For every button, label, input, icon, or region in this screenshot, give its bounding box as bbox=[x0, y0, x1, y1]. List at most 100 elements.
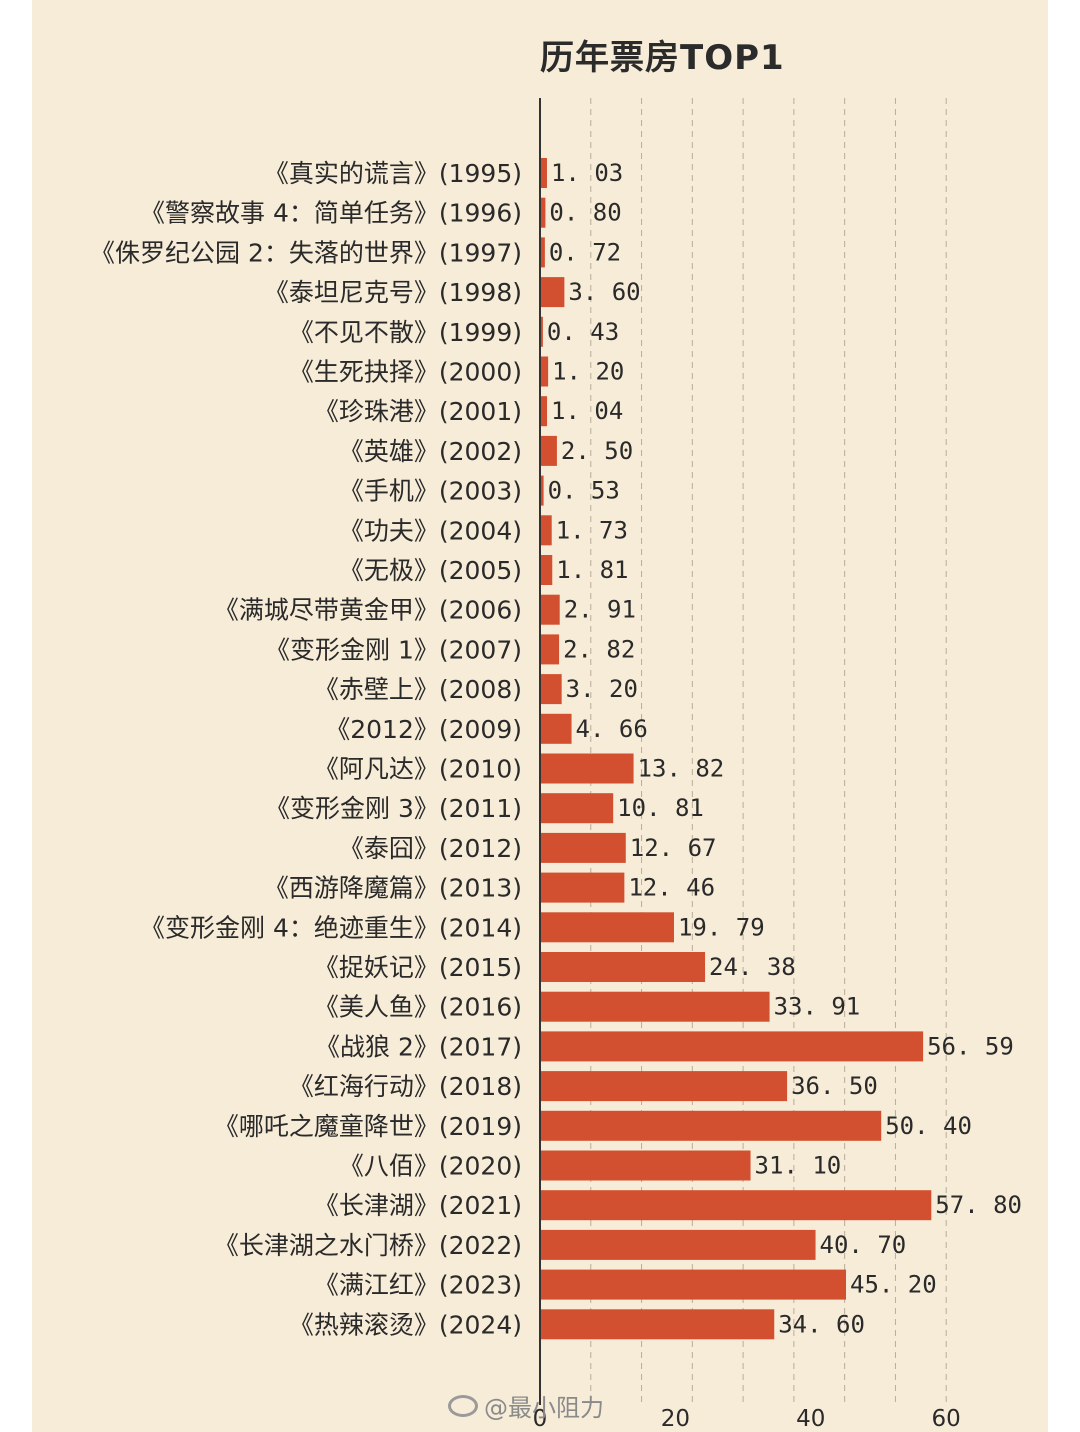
bar bbox=[540, 316, 543, 347]
value-label: 0. 53 bbox=[548, 477, 620, 505]
value-label: 19. 79 bbox=[678, 913, 765, 941]
value-label: 3. 60 bbox=[568, 278, 640, 306]
category-label: 《赤壁上》(2008) bbox=[314, 675, 522, 704]
category-label: 《哪吒之魔童降世》(2019) bbox=[214, 1112, 522, 1141]
category-labels: 《真实的谎言》(1995) 《警察故事 4：简单任务》(1996) 《侏罗纪公园 2… bbox=[90, 159, 522, 1339]
bar bbox=[540, 396, 548, 427]
value-label: 10. 81 bbox=[617, 794, 704, 822]
category-label: 《变形金刚 4：绝迹重生》(2014) bbox=[140, 913, 522, 942]
category-label: 《美人鱼》(2016) bbox=[314, 993, 522, 1022]
category-label: 《功夫》(2004) bbox=[339, 516, 522, 545]
bar bbox=[540, 1190, 932, 1221]
category-label: 《捉妖记》(2015) bbox=[314, 953, 522, 982]
category-label: 《阿凡达》(2010) bbox=[314, 755, 522, 784]
value-label: 4. 66 bbox=[576, 715, 648, 743]
watermark-text: @最小阻力 bbox=[484, 1394, 604, 1422]
value-label: 12. 67 bbox=[630, 834, 717, 862]
value-label: 56. 59 bbox=[927, 1032, 1014, 1060]
value-label: 2. 82 bbox=[563, 635, 635, 663]
bar bbox=[540, 872, 625, 903]
x-axis-ticks: 0 20 40 60 bbox=[533, 1406, 961, 1432]
x-tick-label: 20 bbox=[661, 1406, 690, 1432]
bar bbox=[540, 634, 560, 665]
weibo-icon bbox=[448, 1394, 478, 1417]
value-label: 3. 20 bbox=[566, 675, 638, 703]
bar bbox=[540, 356, 549, 387]
value-label: 0. 43 bbox=[547, 318, 619, 346]
bar bbox=[540, 1071, 788, 1102]
bar bbox=[540, 158, 547, 188]
x-tick-label: 0 bbox=[533, 1406, 548, 1432]
bar bbox=[540, 1309, 775, 1340]
bar bbox=[540, 515, 552, 546]
value-label: 36. 50 bbox=[791, 1072, 878, 1100]
bar bbox=[540, 475, 544, 506]
value-label: 40. 70 bbox=[820, 1231, 907, 1259]
bar bbox=[540, 1150, 751, 1181]
bars bbox=[540, 158, 932, 1340]
category-label: 《西游降魔篇》(2013) bbox=[264, 874, 522, 903]
category-label: 《八佰》(2020) bbox=[339, 1152, 522, 1181]
value-label: 1. 20 bbox=[552, 358, 624, 386]
bar bbox=[540, 674, 562, 705]
category-label: 《无极》(2005) bbox=[339, 556, 522, 585]
value-label: 0. 80 bbox=[549, 199, 621, 227]
value-label: 34. 60 bbox=[778, 1310, 865, 1338]
bar bbox=[540, 713, 572, 744]
value-label: 57. 80 bbox=[935, 1191, 1022, 1219]
category-label: 《手机》(2003) bbox=[339, 477, 522, 506]
category-label: 《英雄》(2002) bbox=[339, 437, 522, 466]
bar bbox=[540, 277, 565, 308]
category-label: 《变形金刚 3》(2011) bbox=[265, 794, 522, 823]
category-label: 《不见不散》(1999) bbox=[289, 318, 522, 347]
value-label: 1. 81 bbox=[556, 556, 628, 584]
category-label: 《警察故事 4：简单任务》(1996) bbox=[140, 199, 522, 228]
value-label: 12. 46 bbox=[628, 874, 715, 902]
category-label: 《2012》(2009) bbox=[325, 715, 522, 744]
bar bbox=[540, 1110, 882, 1141]
value-labels: 1. 03 0. 80 0. 72 3. 60 0. 43 1. 20 1. 04 2. 50… bbox=[547, 159, 1022, 1338]
bar bbox=[540, 1269, 847, 1300]
category-label: 《侏罗纪公园 2：失落的世界》(1997) bbox=[90, 238, 522, 267]
bar bbox=[540, 832, 626, 863]
value-label: 0. 72 bbox=[549, 238, 621, 266]
category-label: 《红海行动》(2018) bbox=[289, 1072, 522, 1101]
value-label: 2. 50 bbox=[561, 437, 633, 465]
bar bbox=[540, 912, 674, 943]
category-label: 《长津湖》(2021) bbox=[314, 1191, 522, 1220]
gridlines bbox=[590, 98, 947, 1405]
category-label: 《满江红》(2023) bbox=[314, 1271, 522, 1300]
value-label: 50. 40 bbox=[885, 1112, 972, 1140]
value-label: 24. 38 bbox=[709, 953, 796, 981]
category-label: 《长津湖之水门桥》(2022) bbox=[214, 1231, 522, 1260]
category-label: 《热辣滚烫》(2024) bbox=[289, 1310, 522, 1339]
x-tick-label: 60 bbox=[932, 1406, 961, 1432]
bar bbox=[540, 952, 706, 982]
category-label: 《泰坦尼克号》(1998) bbox=[264, 278, 522, 307]
bar bbox=[540, 753, 634, 784]
watermark: @最小阻力 bbox=[448, 1388, 604, 1423]
category-label: 《生死抉择》(2000) bbox=[289, 358, 522, 387]
bar bbox=[540, 793, 614, 824]
value-label: 13. 82 bbox=[638, 755, 725, 783]
category-label: 《珍珠港》(2001) bbox=[314, 397, 522, 426]
value-label: 1. 73 bbox=[556, 516, 628, 544]
bar bbox=[540, 1229, 816, 1260]
x-tick-label: 40 bbox=[796, 1406, 825, 1432]
bar bbox=[540, 555, 553, 585]
category-label: 《变形金刚 1》(2007) bbox=[265, 635, 522, 664]
value-label: 45. 20 bbox=[850, 1271, 937, 1299]
value-label: 31. 10 bbox=[755, 1152, 842, 1180]
value-label: 1. 03 bbox=[551, 159, 623, 187]
category-label: 《真实的谎言》(1995) bbox=[264, 159, 522, 188]
value-label: 33. 91 bbox=[774, 993, 861, 1021]
bar bbox=[540, 1031, 924, 1062]
category-label: 《泰囧》(2012) bbox=[339, 834, 522, 863]
bar bbox=[540, 197, 546, 228]
bar bbox=[540, 991, 770, 1022]
chart-title: 历年票房TOP1 bbox=[540, 38, 785, 78]
value-label: 1. 04 bbox=[551, 397, 623, 425]
category-label: 《战狼 2》(2017) bbox=[315, 1032, 522, 1061]
bar bbox=[540, 594, 560, 625]
